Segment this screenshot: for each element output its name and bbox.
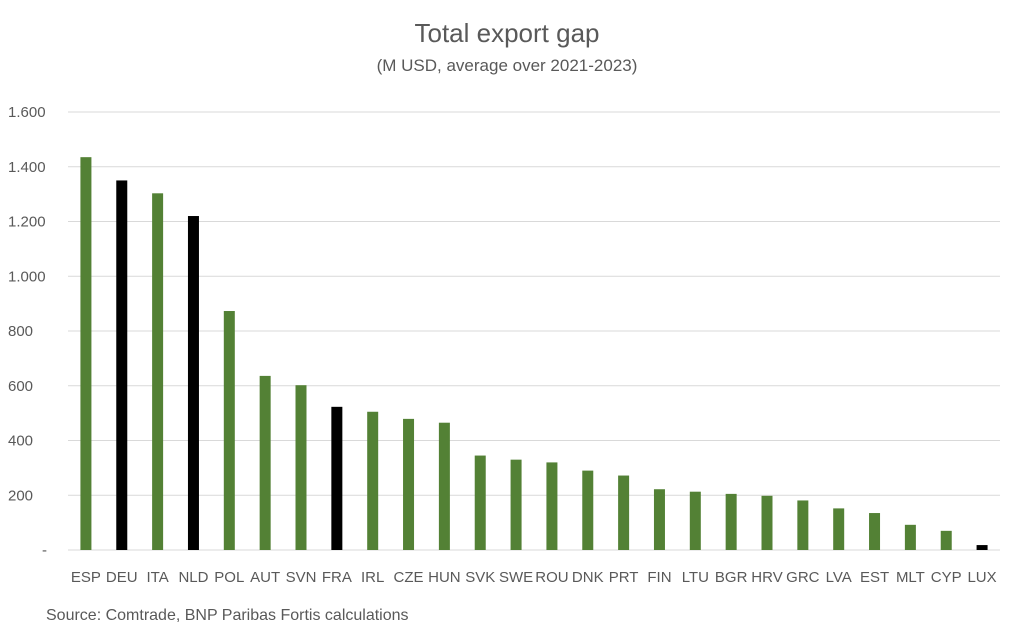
bar-lux [976, 545, 988, 550]
x-category-label: BGR [715, 569, 748, 586]
bar-svn [295, 385, 307, 550]
y-tick-label: 1.400 [8, 159, 46, 176]
x-category-label: ESP [71, 569, 101, 586]
x-category-label: POL [214, 569, 244, 586]
bar-fra [331, 406, 343, 550]
x-axis-category-labels: ESP DEU ITA NLD POL AUT SVN FRA IRL CZE HUN SVK SWE R… [71, 569, 997, 586]
bar-irl [367, 411, 379, 550]
x-category-label: SVN [286, 569, 317, 586]
x-category-label: ITA [146, 569, 168, 586]
x-category-label: FRA [322, 569, 352, 586]
bar-ita [152, 193, 164, 550]
chart-subtitle: (M USD, average over 2021-2023) [376, 56, 638, 75]
gridlines [68, 111, 1000, 551]
x-category-label: LUX [967, 569, 996, 586]
bar-cze [403, 418, 415, 550]
bar-deu [116, 180, 128, 550]
bar-grc [797, 500, 809, 550]
y-tick-label: 400 [8, 433, 33, 450]
x-category-label: CYP [931, 569, 962, 586]
bar-lva [833, 508, 845, 550]
x-category-label: MLT [896, 569, 925, 586]
bar-swe [510, 459, 522, 550]
x-category-label: HUN [428, 569, 461, 586]
x-category-label: AUT [250, 569, 280, 586]
x-category-label: NLD [178, 569, 208, 586]
x-category-label: FIN [647, 569, 671, 586]
bar-fin [653, 489, 665, 550]
y-axis-tick-labels: - 200 400 600 800 1.000 1.200 1.400 1.600 [8, 104, 47, 559]
y-tick-label: 800 [8, 323, 33, 340]
bar-chart: - 200 400 600 800 1.000 1.200 1.400 1.600 ESP DEU… [8, 104, 1000, 586]
x-category-label: SWE [499, 569, 533, 586]
bar-hun [438, 422, 450, 550]
x-category-label: CZE [394, 569, 424, 586]
bar-prt [618, 475, 630, 550]
bar-ltu [689, 491, 701, 550]
bar-svk [474, 455, 486, 550]
bar-nld [187, 216, 199, 550]
x-category-label: DEU [106, 569, 138, 586]
y-tick-label: - [42, 542, 47, 559]
x-category-label: DNK [572, 569, 604, 586]
bar-est [869, 513, 881, 550]
x-category-label: LVA [826, 569, 852, 586]
source-note: Source: Comtrade, BNP Paribas Fortis cal… [46, 607, 409, 624]
x-category-label: ROU [535, 569, 568, 586]
x-category-label: EST [860, 569, 889, 586]
x-category-label: PRT [609, 569, 639, 586]
x-category-label: SVK [465, 569, 495, 586]
bar-dnk [582, 470, 594, 550]
y-tick-label: 200 [8, 487, 33, 504]
x-category-label: IRL [361, 569, 384, 586]
y-tick-label: 1.000 [8, 268, 46, 285]
bar-pol [223, 311, 235, 550]
bar-hrv [761, 495, 773, 550]
y-tick-label: 1.200 [8, 214, 46, 231]
x-category-label: GRC [786, 569, 820, 586]
bar-aut [259, 375, 271, 550]
bar-mlt [904, 524, 916, 550]
bar-esp [80, 157, 92, 550]
bar-bgr [725, 493, 737, 550]
bar-rou [546, 462, 558, 550]
x-category-label: LTU [682, 569, 709, 586]
bar-cyp [940, 530, 952, 550]
y-tick-label: 1.600 [8, 104, 46, 121]
chart-title: Total export gap [414, 18, 600, 48]
x-category-label: HRV [751, 569, 782, 586]
y-tick-label: 600 [8, 378, 33, 395]
bars [80, 157, 988, 550]
